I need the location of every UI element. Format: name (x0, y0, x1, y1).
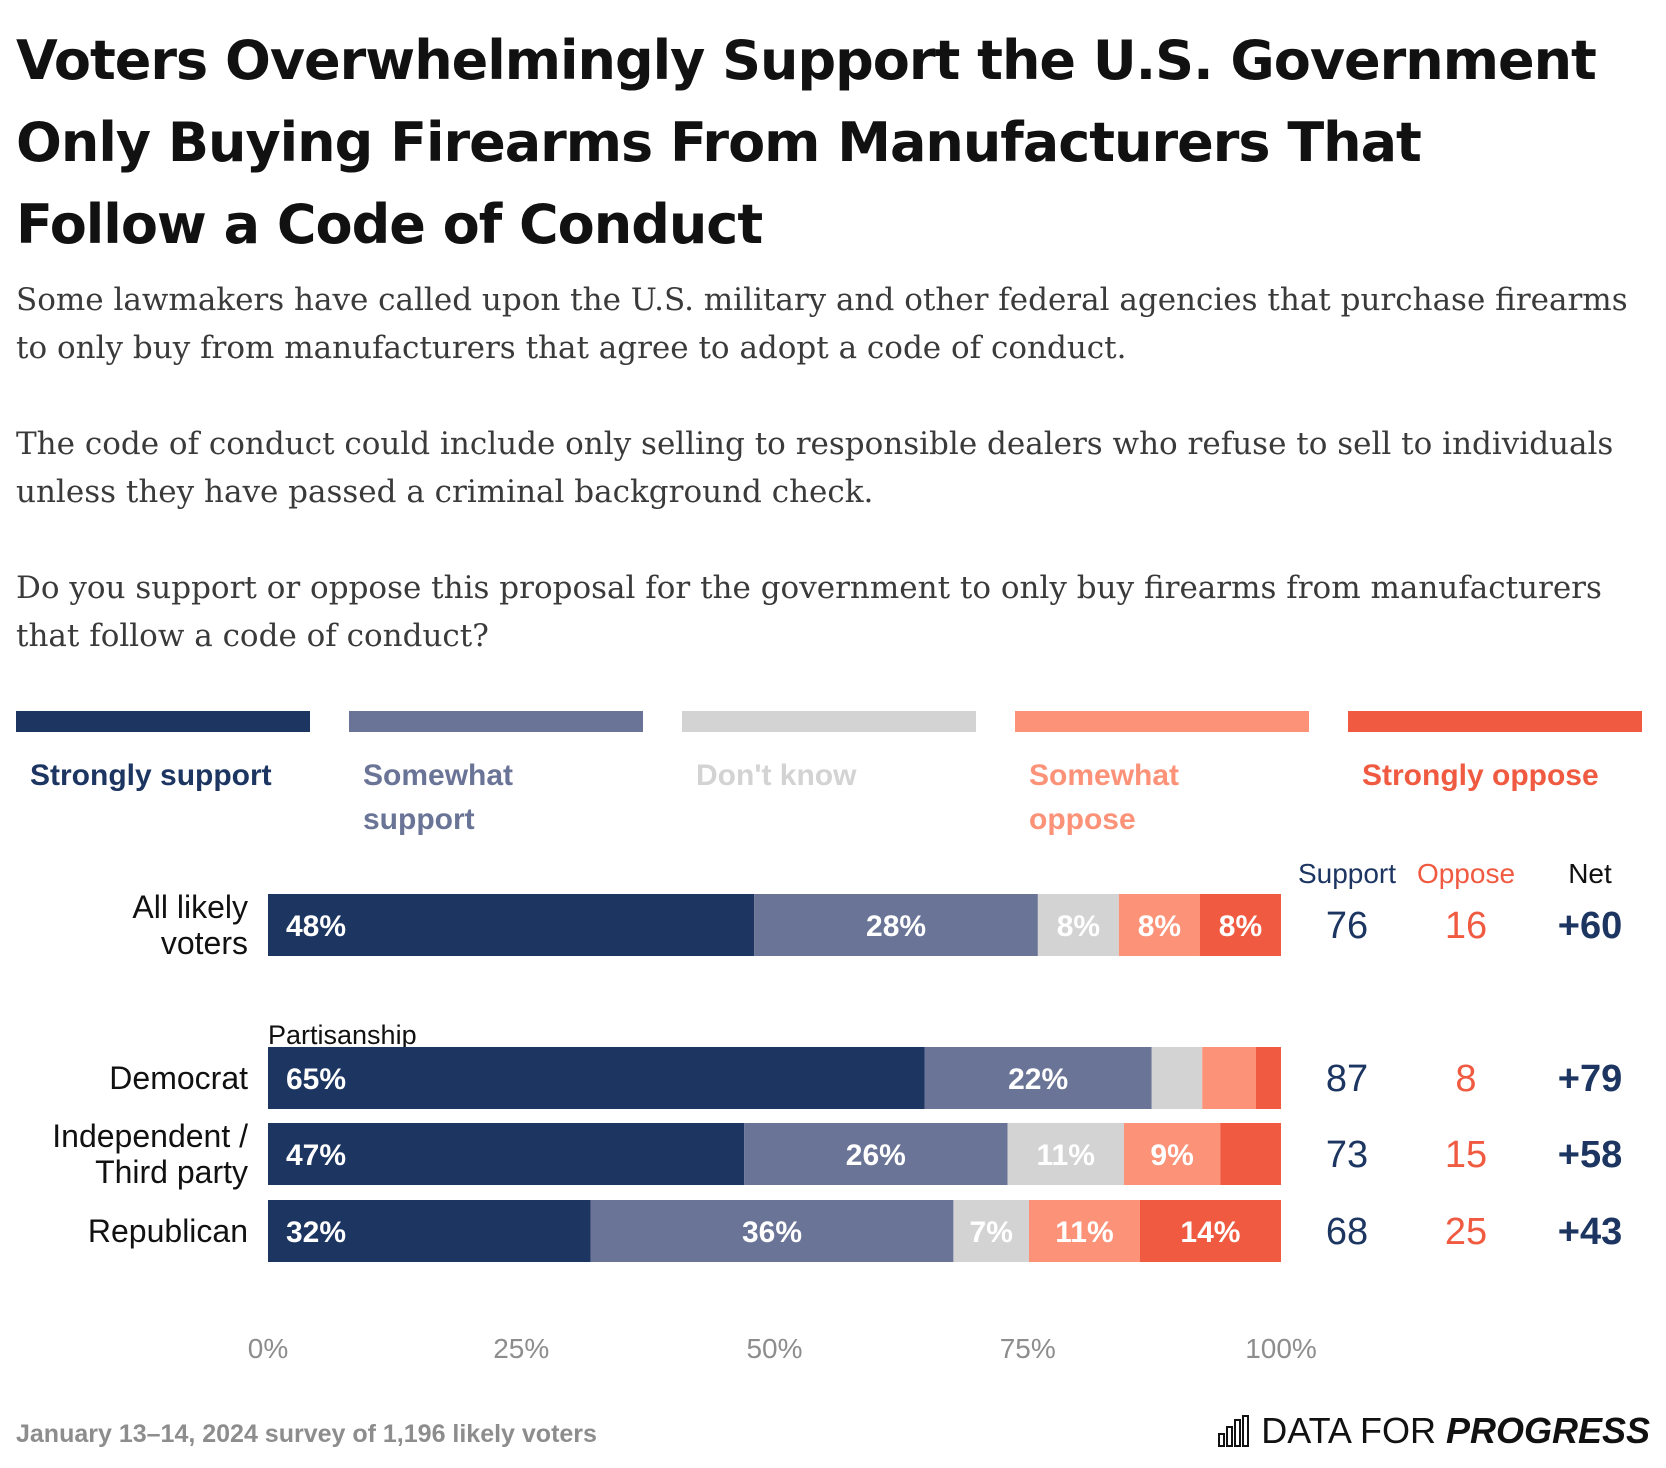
bar-segment (1199, 894, 1281, 956)
oppose-value: 25 (1445, 1211, 1487, 1253)
net-value: +79 (1558, 1058, 1622, 1100)
brand-text-progress: PROGRESS (1445, 1410, 1650, 1451)
legend-label: Strongly support (30, 759, 272, 792)
legend-swatch (16, 711, 310, 732)
bar-segment (1202, 1047, 1256, 1109)
legend-swatch (1348, 711, 1642, 732)
bar-segment (1029, 1200, 1140, 1262)
bar-data-label: 7% (970, 1216, 1013, 1249)
oppose-column-header: Oppose (1417, 860, 1515, 889)
legend-item-dont-know: Don't know (682, 711, 976, 798)
bar-data-label: 48% (286, 910, 346, 943)
support-value: 76 (1326, 905, 1368, 947)
bar-data-label: 14% (1180, 1216, 1240, 1249)
bar-data-label: 11% (1037, 1139, 1095, 1172)
oppose-value: 16 (1445, 905, 1487, 947)
net-value: +43 (1558, 1211, 1622, 1253)
support-value: 73 (1326, 1134, 1368, 1176)
legend-item-somewhat-oppose: Somewhat oppose (1015, 711, 1309, 842)
legend-label: Somewhat oppose (1029, 759, 1180, 836)
bar-segment (268, 1123, 745, 1185)
legend-label: Strongly oppose (1362, 759, 1599, 792)
bar-segment (953, 1200, 1030, 1262)
x-tick-label: 25% (493, 1333, 549, 1364)
support-value: 87 (1326, 1058, 1368, 1100)
support-column-header: Support (1298, 860, 1396, 889)
x-tick-label: 0% (248, 1333, 288, 1364)
bar-data-label: 36% (742, 1216, 802, 1249)
legend-label: Somewhat support (363, 759, 514, 836)
bar-segment (924, 1047, 1152, 1109)
legend-swatch (1015, 711, 1309, 732)
x-tick-label: 50% (746, 1333, 802, 1364)
group-label: Partisanship (268, 1020, 417, 1050)
bar-segment (754, 894, 1038, 956)
x-tick-label: 100% (1245, 1333, 1317, 1364)
bar-data-label: 22% (1008, 1063, 1068, 1096)
bar-data-label: 8% (1219, 910, 1262, 943)
bar-segment (1123, 1123, 1221, 1185)
net-column-header: Net (1568, 860, 1612, 889)
bar-data-label: 47% (286, 1139, 346, 1172)
bar-data-label: 32% (286, 1216, 346, 1249)
bar-segment (1220, 1123, 1281, 1185)
bar-segment (268, 1200, 591, 1262)
bar-segment (268, 894, 755, 956)
row-label: voters (161, 925, 248, 961)
stacked-bar-chart: Support Oppose Net Partisanship 48% 28% 8% 8% 8%… (52, 860, 1622, 1364)
bar-chart-icon (1218, 1415, 1250, 1447)
chart-title: Voters Overwhelmingly Support the U.S. G… (16, 29, 1597, 256)
legend-swatch (349, 711, 643, 732)
bar-segment (1007, 1123, 1124, 1185)
bar-data-label: 8% (1138, 910, 1181, 943)
bar-data-label: 8% (1057, 910, 1100, 943)
bar-segment (1037, 894, 1119, 956)
bar-data-label: 9% (1150, 1139, 1193, 1172)
legend-item-strongly-oppose: Strongly oppose (1348, 711, 1642, 798)
brand-text-data-for: DATA FOR (1261, 1410, 1436, 1451)
x-tick-label: 75% (1000, 1333, 1056, 1364)
brand-logo: DATA FOR PROGRESS (1217, 1410, 1650, 1452)
row-label: Third party (95, 1154, 248, 1190)
bar-data-label: 28% (866, 910, 926, 943)
legend-item-strongly-support: Strongly support (16, 711, 310, 798)
oppose-value: 15 (1445, 1134, 1487, 1176)
bar-segment (590, 1200, 954, 1262)
row-label: Republican (88, 1213, 248, 1249)
row-label: Democrat (109, 1060, 248, 1096)
survey-note: January 13–14, 2024 survey of 1,196 like… (16, 1420, 597, 1448)
net-value: +60 (1558, 905, 1622, 947)
bar-data-label: 11% (1055, 1216, 1113, 1249)
bar-segment (1118, 894, 1200, 956)
legend-label: Don't know (696, 759, 857, 792)
subtitle-paragraph: Some lawmakers have called upon the U.S.… (16, 282, 1628, 366)
net-value: +58 (1558, 1134, 1622, 1176)
bar-segment (744, 1123, 1008, 1185)
row-label: All likely (132, 889, 248, 925)
oppose-value: 8 (1455, 1058, 1476, 1100)
legend-item-somewhat-support: Somewhat support (349, 711, 643, 842)
bar-segment (1151, 1047, 1203, 1109)
chart-subtitle: Some lawmakers have called upon the U.S.… (16, 276, 1636, 660)
subtitle-paragraph: Do you support or oppose this proposal f… (16, 570, 1602, 654)
subtitle-paragraph: The code of conduct could include only s… (16, 426, 1614, 510)
bar-segment (268, 1047, 925, 1109)
bar-data-label: 26% (846, 1139, 906, 1172)
row-label: Independent / (52, 1118, 248, 1154)
bar-data-label: 65% (286, 1063, 346, 1096)
legend-swatch (682, 711, 976, 732)
bar-segment (1255, 1047, 1281, 1109)
support-value: 68 (1326, 1211, 1368, 1253)
bar-segment (1139, 1200, 1281, 1262)
